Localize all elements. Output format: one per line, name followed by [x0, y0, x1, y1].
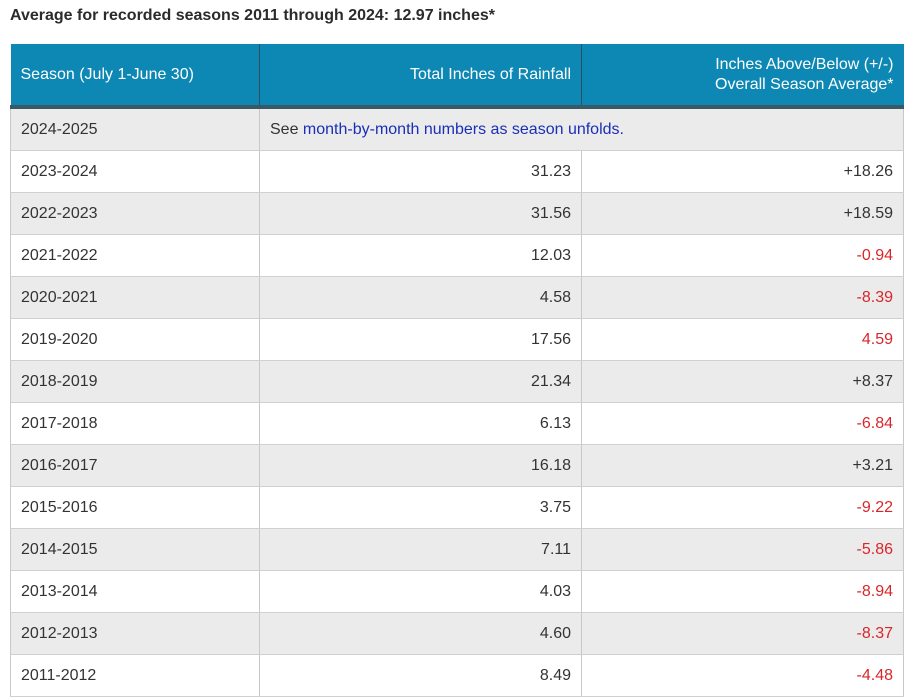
table-row-current-season: 2024-2025 See month-by-month numbers as …: [10, 107, 904, 151]
table-row: 2018-2019 21.34 +8.37: [10, 360, 904, 403]
season-cell: 2017-2018: [10, 402, 260, 445]
season-cell: 2011-2012: [10, 654, 260, 697]
header-above-below-line2: Overall Season Average*: [715, 75, 894, 93]
rainfall-table: Season (July 1-June 30) Total Inches of …: [10, 44, 904, 697]
season-cell: 2022-2023: [10, 192, 260, 235]
total-rainfall-cell: 21.34: [259, 360, 582, 403]
total-rainfall-cell: 7.11: [259, 528, 582, 571]
total-rainfall-cell: 16.18: [259, 444, 582, 487]
month-by-month-link[interactable]: month-by-month numbers as season unfolds…: [302, 120, 624, 138]
table-row: 2022-2023 31.56 +18.59: [10, 192, 904, 235]
season-cell: 2013-2014: [10, 570, 260, 613]
season-cell: 2021-2022: [10, 234, 260, 277]
header-above-below: Inches Above/Below (+/-) Overall Season …: [581, 44, 904, 109]
table-body: 2024-2025 See month-by-month numbers as …: [10, 107, 904, 697]
table-row: 2012-2013 4.60 -8.37: [10, 612, 904, 655]
table-row: 2014-2015 7.11 -5.86: [10, 528, 904, 571]
season-cell: 2020-2021: [10, 276, 260, 319]
above-below-cell: -5.86: [581, 528, 904, 571]
season-cell: 2014-2015: [10, 528, 260, 571]
total-rainfall-cell: 12.03: [259, 234, 582, 277]
above-below-cell: -4.48: [581, 654, 904, 697]
table-row: 2015-2016 3.75 -9.22: [10, 486, 904, 529]
above-below-cell: -6.84: [581, 402, 904, 445]
above-below-cell: +18.26: [581, 150, 904, 193]
season-cell: 2015-2016: [10, 486, 260, 529]
total-rainfall-cell: 3.75: [259, 486, 582, 529]
table-row: 2019-2020 17.56 4.59: [10, 318, 904, 361]
season-cell: 2024-2025: [10, 107, 260, 151]
total-rainfall-cell: 17.56: [259, 318, 582, 361]
season-cell: 2018-2019: [10, 360, 260, 403]
total-rainfall-cell: 31.56: [259, 192, 582, 235]
table-row: 2021-2022 12.03 -0.94: [10, 234, 904, 277]
above-below-cell: +8.37: [581, 360, 904, 403]
table-row: 2013-2014 4.03 -8.94: [10, 570, 904, 613]
above-below-cell: +18.59: [581, 192, 904, 235]
current-season-note: See month-by-month numbers as season unf…: [259, 107, 904, 151]
season-cell: 2019-2020: [10, 318, 260, 361]
above-below-cell: -9.22: [581, 486, 904, 529]
table-row: 2011-2012 8.49 -4.48: [10, 654, 904, 697]
above-below-cell: -8.94: [581, 570, 904, 613]
table-row: 2020-2021 4.58 -8.39: [10, 276, 904, 319]
table-row: 2016-2017 16.18 +3.21: [10, 444, 904, 487]
season-cell: 2023-2024: [10, 150, 260, 193]
above-below-cell: -8.37: [581, 612, 904, 655]
season-cell: 2016-2017: [10, 444, 260, 487]
total-rainfall-cell: 4.58: [259, 276, 582, 319]
header-season: Season (July 1-June 30): [10, 44, 260, 109]
table-row: 2023-2024 31.23 +18.26: [10, 150, 904, 193]
season-cell: 2012-2013: [10, 612, 260, 655]
total-rainfall-cell: 6.13: [259, 402, 582, 445]
table-caption: Average for recorded seasons 2011 throug…: [10, 7, 495, 24]
table-row: 2017-2018 6.13 -6.84: [10, 402, 904, 445]
header-row: Season (July 1-June 30) Total Inches of …: [10, 44, 904, 109]
table-header: Season (July 1-June 30) Total Inches of …: [10, 44, 904, 109]
total-rainfall-cell: 31.23: [259, 150, 582, 193]
above-below-cell: +3.21: [581, 444, 904, 487]
note-prefix: See: [270, 120, 299, 138]
header-total-rainfall: Total Inches of Rainfall: [259, 44, 582, 109]
above-below-cell: 4.59: [581, 318, 904, 361]
header-above-below-line1: Inches Above/Below (+/-): [715, 55, 894, 73]
total-rainfall-cell: 4.60: [259, 612, 582, 655]
above-below-cell: -0.94: [581, 234, 904, 277]
total-rainfall-cell: 8.49: [259, 654, 582, 697]
total-rainfall-cell: 4.03: [259, 570, 582, 613]
above-below-cell: -8.39: [581, 276, 904, 319]
